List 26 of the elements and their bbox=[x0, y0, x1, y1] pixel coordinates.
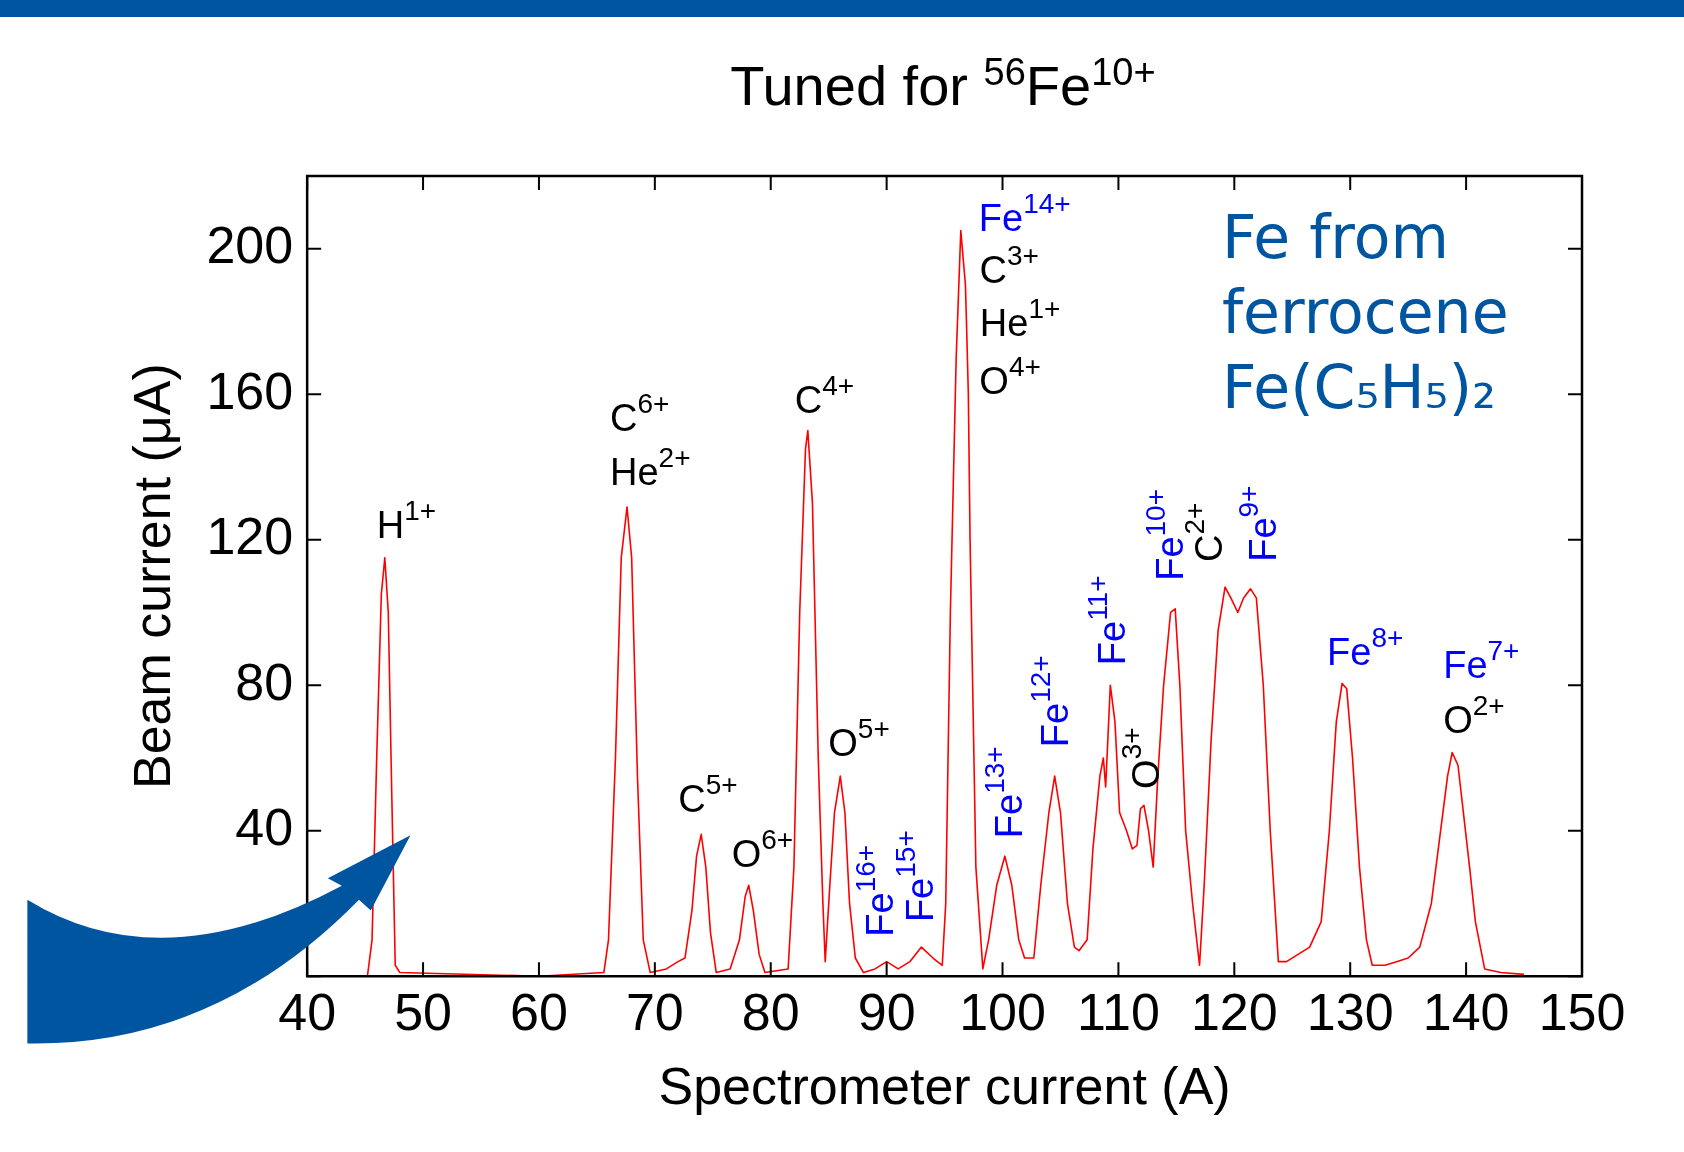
annotation: Fe12+ bbox=[1024, 655, 1076, 748]
annotation: Fe9+ bbox=[1232, 485, 1284, 562]
x-tick-label: 120 bbox=[1190, 982, 1278, 1041]
y-tick-label: 200 bbox=[206, 216, 294, 275]
x-tick-label: 60 bbox=[510, 982, 568, 1041]
x-tick-label: 150 bbox=[1538, 982, 1626, 1041]
annotation: O3+ bbox=[1115, 727, 1167, 789]
x-tick-label: 140 bbox=[1422, 982, 1510, 1041]
y-tick-label: 160 bbox=[206, 361, 294, 420]
x-tick-label: 80 bbox=[741, 982, 800, 1041]
y-tick-label: 80 bbox=[235, 652, 294, 711]
x-axis-title: Spectrometer current (A) bbox=[658, 1057, 1231, 1116]
x-tick-label: 70 bbox=[625, 982, 684, 1041]
chart-title: Tuned for $^{56}$Fe$^{10+}$ bbox=[729, 50, 1157, 119]
y-tick-label: 40 bbox=[235, 798, 294, 857]
x-tick-label: 50 bbox=[394, 982, 452, 1041]
annotation: Fe11+ bbox=[1082, 575, 1134, 666]
x-tick-label: 90 bbox=[857, 982, 916, 1041]
y-axis-title: Beam current (μA) bbox=[122, 363, 181, 790]
y-tick-label: 120 bbox=[206, 507, 294, 566]
annotation: Fe13+ bbox=[978, 746, 1030, 839]
x-tick-label: 130 bbox=[1306, 982, 1394, 1041]
annotation: Fe from ferrocene Fe(C₅H₅)₂ bbox=[1222, 201, 1510, 424]
x-tick-label: 110 bbox=[1076, 982, 1160, 1041]
x-tick-label: 100 bbox=[959, 982, 1046, 1041]
x-tick-label: 40 bbox=[278, 982, 337, 1041]
